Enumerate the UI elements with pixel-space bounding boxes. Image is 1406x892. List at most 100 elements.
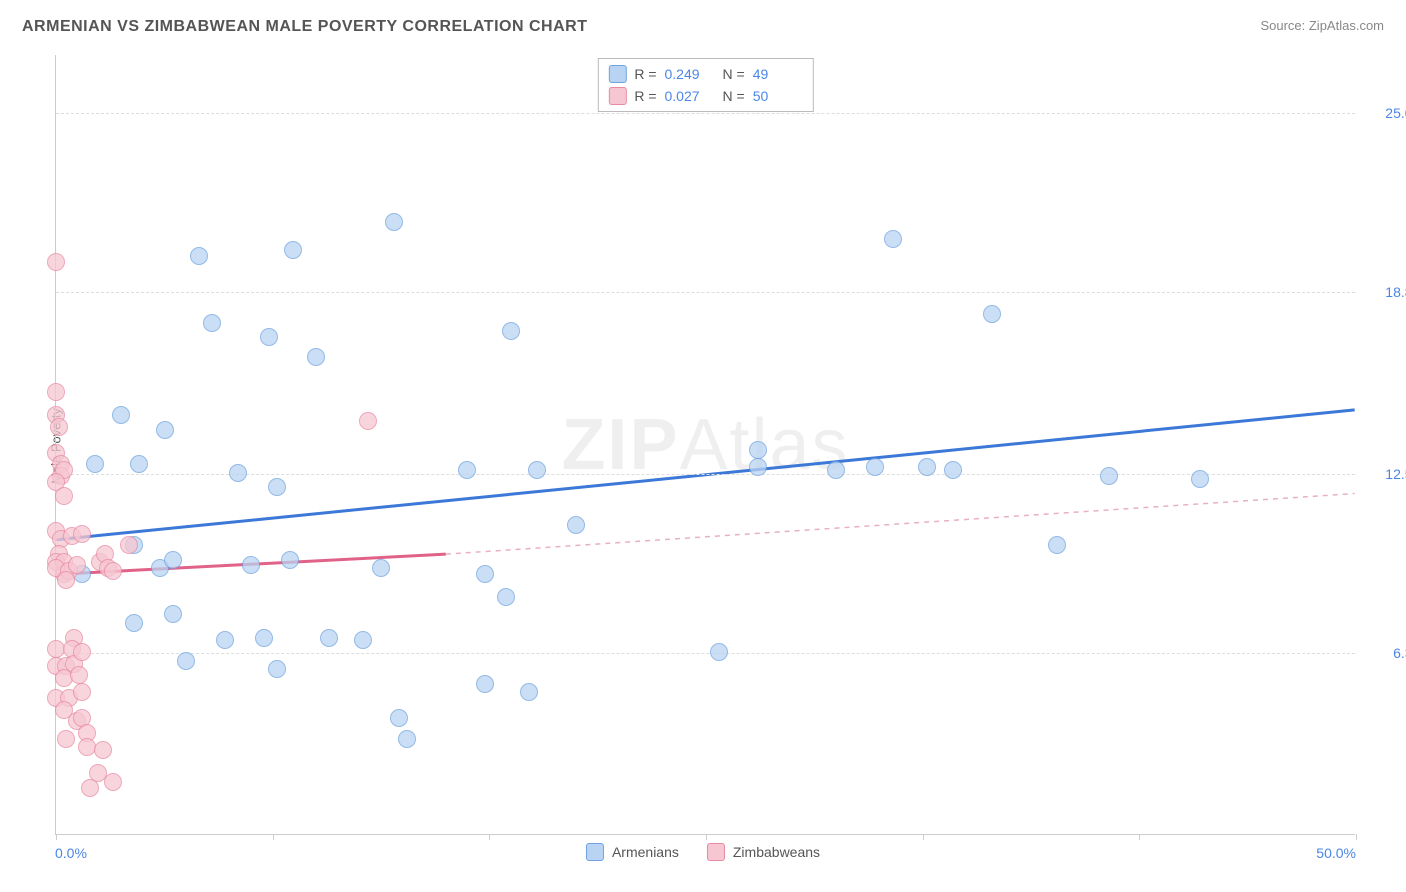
- x-tick-min: 0.0%: [55, 845, 87, 861]
- data-point: [268, 660, 286, 678]
- data-point: [284, 241, 302, 259]
- data-point: [372, 559, 390, 577]
- y-tick-label: 6.3%: [1365, 645, 1406, 661]
- legend-r-value: 0.027: [665, 88, 715, 104]
- data-point: [190, 247, 208, 265]
- data-point: [320, 629, 338, 647]
- legend-swatch: [608, 87, 626, 105]
- watermark-bold: ZIP: [561, 405, 679, 485]
- data-point: [476, 565, 494, 583]
- legend-series: Armenians Zimbabweans: [586, 843, 820, 861]
- x-tick-mark: [1356, 834, 1357, 840]
- data-point: [57, 571, 75, 589]
- legend-correlation-row: R = 0.249 N = 49: [608, 63, 802, 85]
- legend-series-item: Armenians: [586, 843, 679, 861]
- data-point: [216, 631, 234, 649]
- data-point: [55, 487, 73, 505]
- gridline: [56, 113, 1355, 114]
- data-point: [710, 643, 728, 661]
- data-point: [528, 461, 546, 479]
- data-point: [268, 478, 286, 496]
- legend-n-label: N =: [723, 88, 745, 104]
- data-point: [73, 525, 91, 543]
- x-tick-mark: [56, 834, 57, 840]
- data-point: [458, 461, 476, 479]
- data-point: [255, 629, 273, 647]
- data-point: [86, 455, 104, 473]
- data-point: [476, 675, 494, 693]
- data-point: [112, 406, 130, 424]
- data-point: [944, 461, 962, 479]
- data-point: [130, 455, 148, 473]
- data-point: [242, 556, 260, 574]
- x-tick-max: 50.0%: [1316, 845, 1356, 861]
- y-tick-label: 12.5%: [1365, 466, 1406, 482]
- data-point: [749, 441, 767, 459]
- source-label: Source: ZipAtlas.com: [1260, 18, 1384, 33]
- data-point: [203, 314, 221, 332]
- data-point: [94, 741, 112, 759]
- data-point: [50, 418, 68, 436]
- data-point: [1048, 536, 1066, 554]
- legend-r-label: R =: [634, 66, 656, 82]
- chart-title: ARMENIAN VS ZIMBABWEAN MALE POVERTY CORR…: [22, 18, 587, 36]
- data-point: [81, 779, 99, 797]
- data-point: [70, 666, 88, 684]
- x-tick-mark: [273, 834, 274, 840]
- data-point: [156, 421, 174, 439]
- data-point: [1100, 467, 1118, 485]
- x-tick-mark: [706, 834, 707, 840]
- data-point: [390, 709, 408, 727]
- data-point: [354, 631, 372, 649]
- data-point: [520, 683, 538, 701]
- legend-n-value: 50: [753, 88, 803, 104]
- data-point: [918, 458, 936, 476]
- data-point: [164, 605, 182, 623]
- data-point: [104, 773, 122, 791]
- data-point: [104, 562, 122, 580]
- x-tick-mark: [1139, 834, 1140, 840]
- x-tick-mark: [489, 834, 490, 840]
- data-point: [73, 643, 91, 661]
- data-point: [47, 253, 65, 271]
- legend-correlation: R = 0.249 N = 49 R = 0.027 N = 50: [597, 58, 813, 112]
- data-point: [164, 551, 182, 569]
- data-point: [866, 458, 884, 476]
- gridline: [56, 292, 1355, 293]
- data-point: [229, 464, 247, 482]
- legend-series-label: Armenians: [612, 844, 679, 860]
- data-point: [749, 458, 767, 476]
- data-point: [497, 588, 515, 606]
- legend-n-value: 49: [753, 66, 803, 82]
- legend-series-item: Zimbabweans: [707, 843, 820, 861]
- data-point: [281, 551, 299, 569]
- legend-swatch: [586, 843, 604, 861]
- legend-n-label: N =: [723, 66, 745, 82]
- data-point: [983, 305, 1001, 323]
- legend-swatch: [707, 843, 725, 861]
- legend-series-label: Zimbabweans: [733, 844, 820, 860]
- data-point: [307, 348, 325, 366]
- data-point: [73, 683, 91, 701]
- data-point: [884, 230, 902, 248]
- legend-swatch: [608, 65, 626, 83]
- data-point: [398, 730, 416, 748]
- trend-lines-svg: [56, 55, 1355, 834]
- data-point: [359, 412, 377, 430]
- data-point: [47, 383, 65, 401]
- data-point: [827, 461, 845, 479]
- data-point: [1191, 470, 1209, 488]
- legend-r-value: 0.249: [665, 66, 715, 82]
- data-point: [260, 328, 278, 346]
- data-point: [385, 213, 403, 231]
- data-point: [177, 652, 195, 670]
- gridline: [56, 474, 1355, 475]
- x-tick-mark: [923, 834, 924, 840]
- y-tick-label: 25.0%: [1365, 105, 1406, 121]
- legend-correlation-row: R = 0.027 N = 50: [608, 85, 802, 107]
- data-point: [120, 536, 138, 554]
- data-point: [125, 614, 143, 632]
- legend-r-label: R =: [634, 88, 656, 104]
- plot-area: ZIPAtlas R =0.249N =49R =0.027N =50 6.3%…: [55, 55, 1355, 835]
- data-point: [57, 730, 75, 748]
